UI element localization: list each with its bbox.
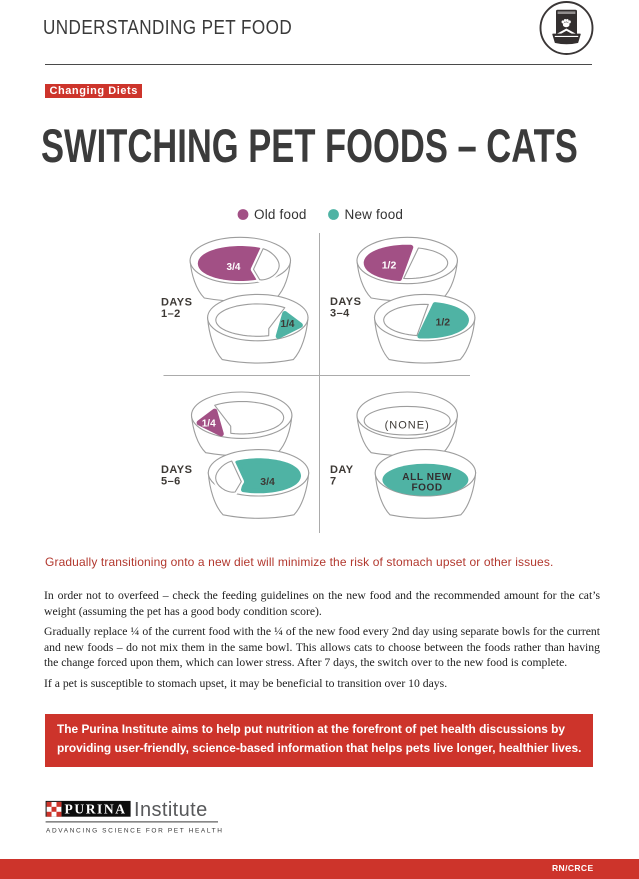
svg-text:ALL NEW: ALL NEW bbox=[402, 472, 452, 483]
svg-text:DAYS: DAYS bbox=[161, 464, 192, 476]
svg-text:3–4: 3–4 bbox=[330, 307, 350, 319]
svg-text:(NONE): (NONE) bbox=[385, 420, 430, 432]
svg-text:1/4: 1/4 bbox=[202, 419, 216, 430]
svg-text:DAYS: DAYS bbox=[161, 297, 192, 309]
svg-text:DAYS: DAYS bbox=[330, 296, 361, 308]
svg-text:Institute: Institute bbox=[134, 799, 208, 821]
svg-text:1/2: 1/2 bbox=[382, 259, 397, 271]
svg-text:3/4: 3/4 bbox=[260, 476, 275, 488]
svg-text:PURINA: PURINA bbox=[65, 801, 127, 816]
svg-text:DAY: DAY bbox=[330, 464, 354, 476]
svg-text:3/4: 3/4 bbox=[227, 262, 241, 273]
svg-text:1/2: 1/2 bbox=[435, 317, 450, 329]
svg-text:1/4: 1/4 bbox=[281, 319, 295, 330]
svg-text:New food: New food bbox=[345, 207, 404, 222]
svg-text:Old food: Old food bbox=[254, 207, 307, 222]
svg-text:5–6: 5–6 bbox=[161, 476, 181, 488]
svg-text:ADVANCING SCIENCE FOR PET HEAL: ADVANCING SCIENCE FOR PET HEALTH bbox=[46, 828, 224, 835]
svg-text:1–2: 1–2 bbox=[161, 308, 181, 320]
svg-text:7: 7 bbox=[330, 476, 337, 488]
svg-text:FOOD: FOOD bbox=[411, 482, 442, 493]
